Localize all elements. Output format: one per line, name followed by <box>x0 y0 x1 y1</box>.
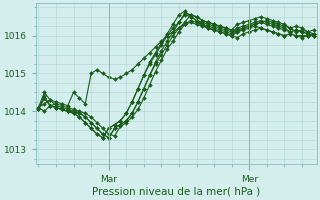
X-axis label: Pression niveau de la mer( hPa ): Pression niveau de la mer( hPa ) <box>92 187 260 197</box>
